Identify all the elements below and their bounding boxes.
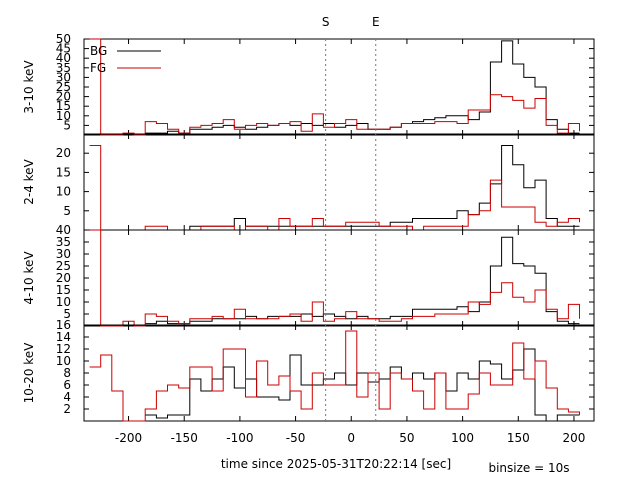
y-tick-label: 5 [63,307,71,321]
y-tick-label: 40 [56,51,71,65]
y-tick-label: 8 [63,366,71,380]
series-bg-line [145,145,580,231]
x-tick-label: 100 [451,431,474,445]
y-tick-label: 20 [56,146,71,160]
x-tick-label: 200 [563,431,586,445]
marker-e-label: E [372,15,380,29]
x-tick-label: 50 [399,431,414,445]
x-tick-label: -50 [286,431,306,445]
series-fg-line [89,229,580,327]
y-tick-label: 15 [56,99,71,113]
y-axis-label: 2-4 keV [22,158,36,204]
y-tick-label: 5 [63,204,71,218]
y-tick-label: 15 [56,165,71,179]
x-tick-label: 150 [507,431,530,445]
series-fg-line [89,330,580,422]
y-tick-label: 16 [56,318,71,332]
series-fg-line [89,38,580,136]
y-tick-label: 20 [56,90,71,104]
y-tick-label: 15 [56,283,71,297]
series-bg-line [145,40,580,134]
legend-label-bg: BG [90,44,107,58]
panel-frame [83,38,595,136]
y-tick-label: 10 [56,354,71,368]
y-tick-label: 30 [56,70,71,84]
y-tick-label: 14 [56,330,71,344]
x-axis-label: time since 2025-05-31T20:22:14 [sec] [221,457,451,471]
legend: BG FG [90,44,161,75]
y-tick-label: 6 [63,378,71,392]
legend-label-fg: FG [90,61,106,75]
y-tick-label: 45 [56,42,71,56]
marker-s-label: S [322,15,330,29]
y-tick-label: 10 [56,109,71,123]
y-tick-label: 25 [56,259,71,273]
y-axis-label: 4-10 keV [22,251,36,305]
x-tick-label: -200 [115,431,142,445]
x-tick-label: -150 [171,431,198,445]
x-tick-label: 0 [347,431,355,445]
binsize-label: binsize = 10s [488,461,569,475]
y-tick-label: 30 [56,247,71,261]
y-tick-label: 50 [56,32,71,46]
y-axis-label: 3-10 keV [22,60,36,114]
y-tick-label: 12 [56,342,71,356]
y-tick-label: 35 [56,235,71,249]
y-tick-label: 20 [56,271,71,285]
y-tick-label: 4 [63,390,71,404]
series-bg-line [145,236,580,325]
y-tick-label: 35 [56,61,71,75]
y-tick-label: 10 [56,295,71,309]
y-tick-label: 5 [63,118,71,132]
y-tick-label: 25 [56,80,71,94]
y-tick-label: 10 [56,185,71,199]
y-tick-label: 40 [56,223,71,237]
y-tick-label: 2 [63,402,71,416]
panel-frame [83,229,595,327]
panel-1: 5 10 15 20 2-4 keV [22,133,595,231]
x-tick-label: -100 [226,431,253,445]
x-axis: -200 -150 -100 -50 0 50 100 150 200 [115,431,585,445]
series-fg-line [89,145,580,231]
y-axis-label: 10-20 keV [22,342,36,404]
panel-frame [83,133,595,231]
series-bg-line [145,348,580,422]
